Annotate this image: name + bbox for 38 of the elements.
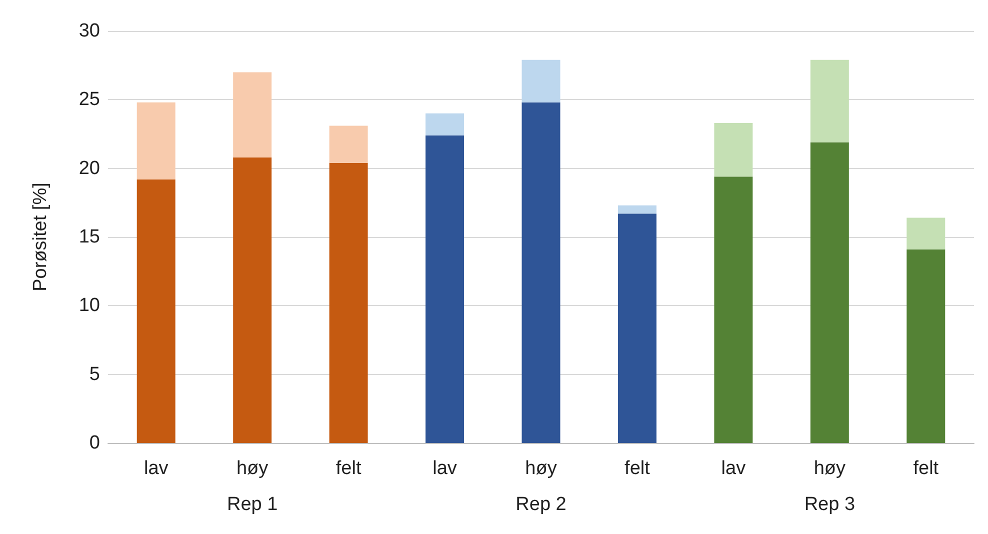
y-tick-label: 25 bbox=[78, 89, 100, 110]
x-tick-label: høy bbox=[525, 458, 558, 479]
bar bbox=[136, 102, 176, 180]
y-tick-label: 0 bbox=[89, 432, 100, 454]
bar bbox=[618, 205, 656, 214]
bar bbox=[329, 162, 368, 443]
bar bbox=[522, 102, 560, 443]
y-axis-title: Porøsitet [%] bbox=[30, 182, 51, 292]
bar bbox=[906, 218, 946, 250]
text: Rep 2 bbox=[516, 494, 566, 515]
y-tick-label: 20 bbox=[78, 158, 100, 179]
y-tick-label: 30 bbox=[78, 20, 100, 42]
x-tick-label: høy bbox=[236, 458, 269, 479]
x-tick-label: lav bbox=[721, 458, 746, 479]
bar bbox=[329, 126, 368, 163]
bar bbox=[714, 176, 753, 443]
x-tick-label: felt bbox=[624, 458, 651, 479]
bar bbox=[426, 135, 464, 443]
bar bbox=[233, 72, 272, 158]
bar bbox=[714, 123, 753, 177]
x-tick-label: felt bbox=[913, 458, 940, 479]
bar bbox=[810, 60, 849, 142]
text: Rep 1 bbox=[226, 494, 278, 515]
bar bbox=[810, 142, 849, 443]
bar bbox=[522, 60, 560, 102]
x-tick-label: lav bbox=[144, 458, 169, 479]
text: Rep 3 bbox=[804, 494, 856, 515]
x-tick-label: høy bbox=[814, 458, 846, 479]
bar bbox=[136, 179, 176, 443]
bar bbox=[906, 249, 946, 443]
y-tick-label: 15 bbox=[78, 226, 100, 248]
y-tick-label: 5 bbox=[89, 364, 100, 385]
bar bbox=[426, 113, 464, 136]
bar bbox=[618, 214, 656, 443]
bar bbox=[233, 157, 272, 443]
x-tick-label: felt bbox=[336, 458, 362, 479]
x-tick-label: lav bbox=[432, 458, 458, 479]
y-tick-label: 10 bbox=[78, 295, 100, 316]
